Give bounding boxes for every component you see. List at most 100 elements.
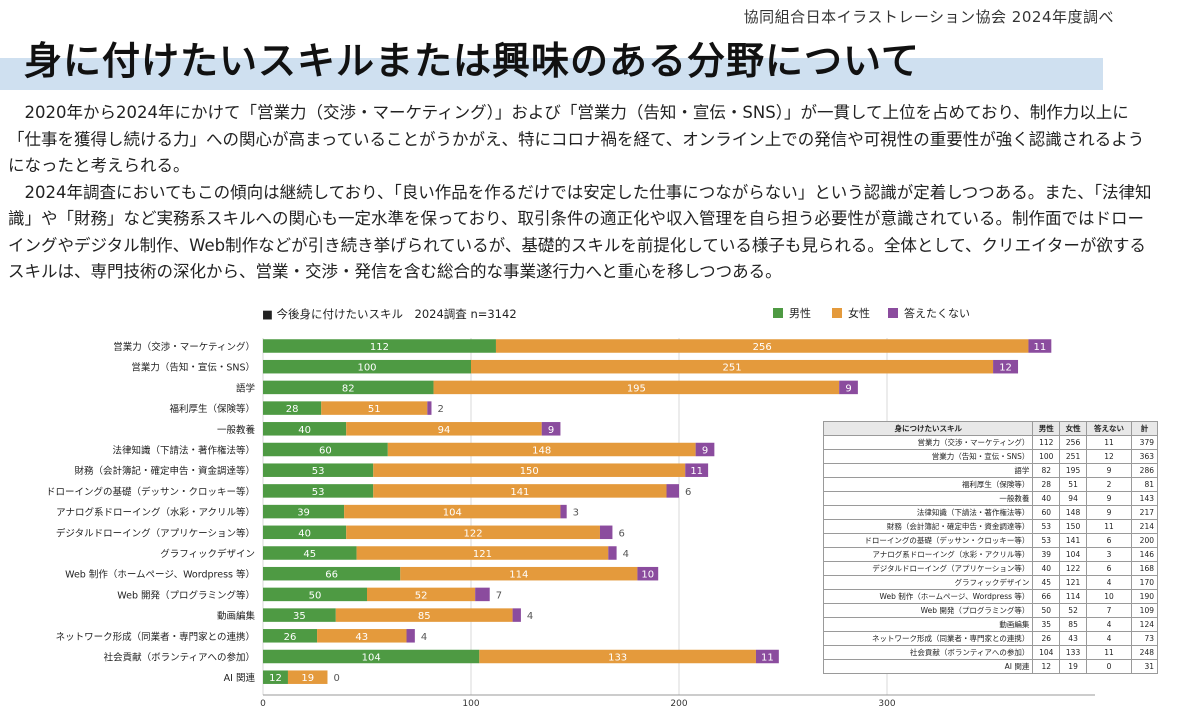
bar-segment (317, 629, 407, 643)
bar-segment (263, 608, 336, 622)
table-row: 法律知識（下請法・著作権法等） 60 148 9 217 (822, 505, 1158, 520)
bar-segment (263, 670, 288, 684)
bar-segment (839, 380, 858, 395)
table-value-cell: 81 (1131, 477, 1158, 492)
paragraph-1: 2020年から2024年にかけて「営業力（交渉・マーケティング）」および「営業力… (8, 103, 1145, 175)
table-value-cell: 10 (1085, 589, 1133, 604)
table-header-row: 身につけたいスキル 男性 女性 答えない計 (822, 421, 1158, 436)
bar-segment (346, 422, 542, 436)
table-label-cell: デジタルドローイング（アプリケーション等） (822, 561, 1034, 576)
table-value-cell: 11 (1085, 645, 1133, 660)
table-row: デジタルドローイング（アプリケーション等） 40 122 6 168 (822, 561, 1158, 576)
table-value-cell: 66 (1032, 589, 1061, 604)
bar-segment (755, 649, 779, 664)
table-value-cell: 12 (1032, 659, 1061, 674)
table-value-cell: 6 (1085, 533, 1133, 548)
data-label: 19 (301, 673, 314, 684)
bar-segment (263, 359, 471, 374)
table-row: 動画編集 35 85 4 124 (822, 617, 1158, 632)
legend-swatch (773, 308, 783, 318)
table-value-cell: 104 (1032, 645, 1061, 660)
table-value-cell: 112 (1032, 435, 1061, 450)
table-value-cell: 11 (1085, 519, 1133, 534)
table-row: 営業力（交渉・マーケティング） 112 256 11 379 (822, 435, 1158, 450)
table-value-cell: 2 (1085, 477, 1133, 492)
table-value-cell: 133 (1059, 645, 1087, 660)
data-label: 28 (286, 404, 299, 415)
data-label: 141 (510, 487, 529, 498)
bar-segment (479, 649, 756, 664)
table-row: AI 関連 12 19 0 31 (822, 659, 1158, 674)
bar-segment (406, 629, 415, 643)
table-value-cell: 73 (1131, 631, 1158, 646)
data-label: 50 (309, 590, 322, 601)
bar-segment (263, 566, 401, 581)
table-value-cell: 200 (1131, 533, 1158, 548)
data-label: 66 (325, 570, 338, 581)
title-band (0, 58, 1103, 90)
bar-segment (263, 629, 318, 643)
table-value-cell: 60 (1032, 505, 1061, 520)
table-row: Web 制作（ホームページ、Wordpress 等） 66 114 10 190 (822, 589, 1158, 604)
data-label: 52 (415, 590, 428, 601)
category-label: ドローイングの基礎（デッサン・クロッキー等） (46, 486, 255, 498)
data-label: 121 (473, 549, 492, 560)
table-value-cell: 114 (1059, 589, 1087, 604)
category-label: 営業力（告知・宣伝・SNS） (131, 362, 255, 374)
bar-segment (427, 401, 432, 415)
bar-segment (263, 339, 496, 353)
data-label: 9 (845, 383, 851, 394)
bar-segment (263, 649, 480, 664)
bar-segment (433, 380, 840, 395)
category-label: 財務（会計簿記・確定申告・資金調達等） (74, 465, 255, 477)
body-text: 2020年から2024年にかけて「営業力（交渉・マーケティング）」および「営業力… (8, 100, 1158, 286)
data-label: 94 (438, 425, 451, 436)
table-value-cell: 150 (1059, 519, 1087, 534)
source-note: 協同組合日本イラストレーション協会 2024年度調べ (743, 8, 1114, 26)
table-value-cell: 195 (1059, 463, 1087, 478)
table-value-cell: 143 (1131, 491, 1158, 506)
table-value-cell: 7 (1085, 603, 1133, 618)
table-header-cell: 身につけたいスキル (822, 421, 1034, 436)
table-label-cell: Web 開発（プログラミング等） (822, 603, 1034, 618)
data-label: 10 (641, 570, 654, 581)
data-label: 39 (297, 508, 310, 519)
bar-segment (695, 442, 715, 457)
data-label: 4 (623, 549, 629, 560)
table-value-cell: 9 (1085, 463, 1133, 478)
category-label: ネットワーク形成（同業者・専門家との連携） (56, 631, 255, 643)
table-value-cell: 40 (1032, 491, 1061, 506)
data-label: 4 (527, 611, 533, 622)
data-label: 40 (298, 528, 311, 539)
category-label: AI 関連 (224, 672, 256, 684)
data-label: 4 (421, 632, 427, 643)
table-value-cell: 11 (1085, 435, 1133, 450)
bar-segment (263, 504, 345, 519)
bar-segment (541, 422, 561, 436)
bar-segment (356, 546, 609, 560)
data-label: 45 (303, 549, 316, 560)
data-label: 6 (685, 487, 691, 498)
table-value-cell: 217 (1131, 505, 1158, 520)
category-label: アナログ系ドローイング（水彩・アクリル等） (56, 507, 255, 519)
table-row: 語学 82 195 9 286 (822, 463, 1158, 478)
table-header-cell: 計 (1131, 421, 1158, 436)
data-label: 9 (548, 425, 554, 436)
table-value-cell: 9 (1085, 491, 1133, 506)
bar-segment (263, 484, 374, 498)
bar-segment (263, 587, 367, 602)
category-label: Web 制作（ホームページ、Wordpress 等） (65, 569, 255, 581)
data-label: 148 (532, 446, 551, 457)
data-label: 12 (269, 673, 282, 684)
data-label: 11 (761, 653, 774, 664)
table-row: ネットワーク形成（同業者・専門家との連携） 26 43 4 73 (822, 631, 1158, 646)
data-label: 114 (509, 570, 528, 581)
table-value-cell: 19 (1059, 659, 1087, 674)
data-label: 2 (437, 404, 443, 415)
data-label: 26 (284, 632, 297, 643)
table-value-cell: 85 (1059, 617, 1087, 632)
table-label-cell: 福利厚生（保険等） (822, 477, 1034, 492)
table-row: 社会貢献（ボランティアへの参加） 104 133 11 248 (822, 645, 1158, 660)
table-row: 財務（会計簿記・確定申告・資金調達等） 53 150 11 214 (822, 519, 1158, 534)
table-label-cell: ドローイングの基礎（デッサン・クロッキー等） (822, 533, 1034, 548)
